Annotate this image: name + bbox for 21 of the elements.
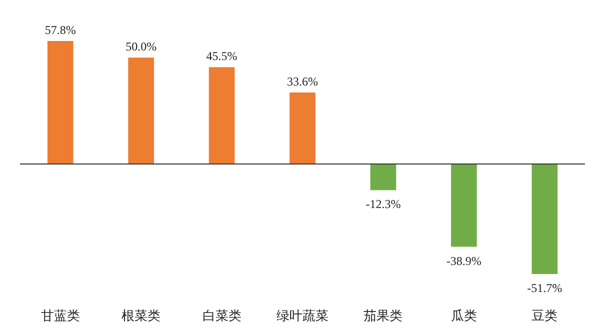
x-tick-label: 瓜类 xyxy=(450,308,477,323)
x-tick-label: 根菜类 xyxy=(122,308,161,323)
data-label: 33.6% xyxy=(287,74,318,88)
x-tick-label: 茄果类 xyxy=(364,308,403,323)
bar xyxy=(47,41,74,164)
data-label: -51.7% xyxy=(527,281,562,295)
bar xyxy=(290,92,316,164)
x-tick-label: 绿叶蔬菜 xyxy=(276,308,328,323)
bar xyxy=(370,164,396,190)
x-tick-label: 豆类 xyxy=(532,308,558,323)
bar xyxy=(532,164,558,274)
data-label: 50.0% xyxy=(126,40,157,54)
bar xyxy=(451,164,477,247)
x-tick-label: 甘蓝类 xyxy=(40,308,80,323)
data-label: 45.5% xyxy=(206,49,238,64)
data-label: -12.3% xyxy=(366,197,401,212)
bar xyxy=(208,67,235,164)
data-label: 57.8% xyxy=(44,23,76,37)
data-label: -38.9% xyxy=(446,254,482,268)
x-tick-label: 白菜类 xyxy=(202,308,242,323)
bar xyxy=(128,58,154,164)
